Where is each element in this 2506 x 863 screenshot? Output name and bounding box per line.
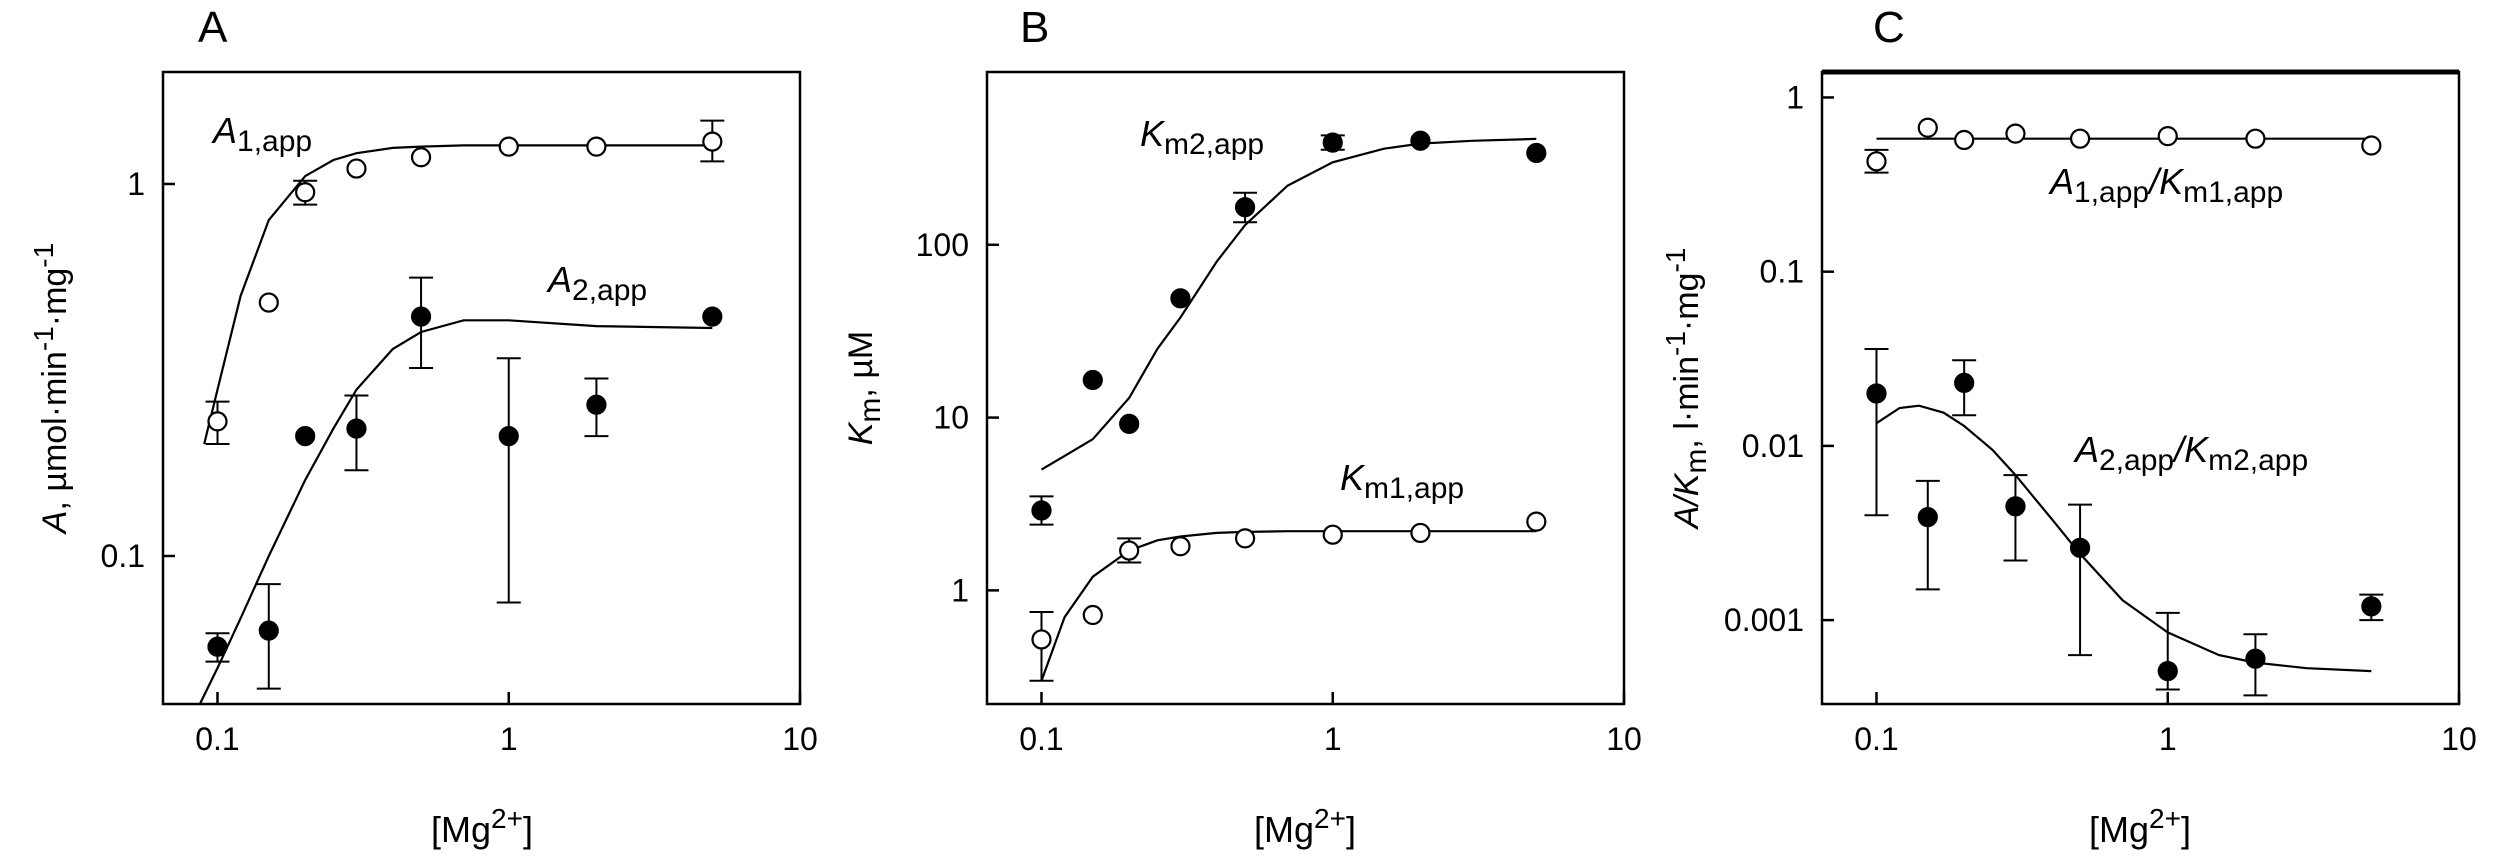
data-point bbox=[1866, 151, 1887, 172]
data-point bbox=[1234, 528, 1256, 549]
panel-a-marks: 0.1 1 10 0.1 1 bbox=[101, 119, 818, 757]
x-tick-label: 10 bbox=[782, 721, 818, 757]
y-tick-label: 10 bbox=[933, 400, 969, 436]
y-tick-label: 0.1 bbox=[101, 538, 145, 574]
data-point bbox=[1410, 130, 1431, 151]
series-label-km2: Km2,app bbox=[1140, 113, 1264, 161]
data-point bbox=[410, 147, 432, 168]
y-axis-label: Km, µM bbox=[842, 331, 887, 446]
y-tick-label: 0.001 bbox=[1724, 602, 1804, 638]
x-tick-label: 0.1 bbox=[1854, 721, 1898, 757]
x-tick-label: 1 bbox=[1324, 721, 1342, 757]
y-tick-label: 1 bbox=[127, 166, 145, 202]
y-axis-label: A/Km, l·min-1·mg-1 bbox=[1660, 248, 1713, 531]
x-tick-label: 1 bbox=[500, 721, 518, 757]
data-point bbox=[1917, 117, 1938, 138]
data-point bbox=[702, 306, 723, 327]
series-label-km1: Km1,app bbox=[1340, 457, 1464, 505]
data-point bbox=[346, 418, 367, 439]
series-label-ratio2: A2,app/Km2,app bbox=[2073, 429, 2308, 477]
fit-curve bbox=[1040, 137, 1537, 471]
y-tick-label: 100 bbox=[916, 227, 969, 263]
data-point bbox=[498, 136, 519, 157]
fit-curve bbox=[1875, 404, 2372, 673]
data-point bbox=[1119, 413, 1140, 434]
panel-label: B bbox=[1020, 3, 1049, 52]
y-tick-label: 0.1 bbox=[1760, 254, 1804, 290]
plot-frame bbox=[161, 70, 802, 706]
data-point bbox=[2005, 496, 2026, 517]
panel-c: C 0.1 1 10 0.001 0.01 0.1 1 A1,app/Km1,app A2,… bbox=[1660, 3, 2477, 850]
data-point bbox=[586, 136, 607, 157]
series-label-a1: A1,app bbox=[211, 110, 312, 158]
data-point bbox=[1234, 197, 1256, 218]
data-point bbox=[2157, 126, 2178, 147]
series-label-ratio1: A1,app/Km1,app bbox=[2048, 161, 2283, 209]
data-point bbox=[1954, 372, 1975, 393]
data-point bbox=[2069, 537, 2091, 558]
fit-curve bbox=[198, 319, 713, 705]
data-point bbox=[1119, 540, 1140, 561]
data-point bbox=[586, 394, 607, 415]
data-point bbox=[1322, 132, 1343, 153]
data-point bbox=[258, 292, 279, 313]
x-tick-label: 0.1 bbox=[195, 721, 239, 757]
x-tick-label: 10 bbox=[1606, 721, 1642, 757]
x-axis-label: [Mg2+] bbox=[431, 803, 533, 850]
y-tick-label: 1 bbox=[1786, 79, 1804, 115]
data-point bbox=[295, 182, 316, 203]
series-label-a2: A2,app bbox=[546, 259, 647, 307]
data-point bbox=[207, 411, 228, 432]
data-point bbox=[1082, 604, 1103, 626]
y-tick-label: 0.01 bbox=[1742, 428, 1804, 464]
data-point bbox=[1954, 129, 1975, 151]
x-tick-label: 1 bbox=[2159, 721, 2177, 757]
panel-a: A 0.1 1 10 0.1 1 A1,app A2,app [Mg2+] A, µmo… bbox=[28, 3, 818, 850]
fit-curve bbox=[1040, 530, 1537, 682]
data-point bbox=[1170, 536, 1191, 557]
panel-label: A bbox=[198, 3, 228, 52]
data-point bbox=[346, 158, 367, 179]
data-point bbox=[1170, 288, 1191, 309]
x-tick-label: 10 bbox=[2441, 721, 2477, 757]
data-point bbox=[2361, 135, 2382, 156]
data-point bbox=[1031, 629, 1052, 650]
data-point bbox=[2245, 128, 2266, 149]
data-point bbox=[410, 306, 432, 327]
data-point bbox=[1866, 383, 1887, 404]
data-point bbox=[2157, 660, 2178, 682]
panel-c-marks: 0.1 1 10 0.001 0.01 0.1 1 bbox=[1724, 79, 2477, 757]
x-axis-label: [Mg2+] bbox=[1254, 803, 1356, 850]
x-tick-label: 0.1 bbox=[1019, 721, 1063, 757]
panel-b: B 0.1 1 10 1 10 100 Km2,app Km1,app [Mg2+] Km… bbox=[842, 3, 1642, 850]
data-point bbox=[258, 620, 279, 641]
panel-label: C bbox=[1873, 3, 1905, 52]
plot-frame bbox=[985, 70, 1626, 706]
data-point bbox=[1031, 500, 1052, 521]
data-point bbox=[1322, 524, 1343, 545]
y-axis-label: A, µmol·min-1·mg-1 bbox=[28, 243, 74, 535]
data-point bbox=[2069, 128, 2091, 149]
data-point bbox=[2361, 596, 2382, 617]
data-point bbox=[1526, 511, 1547, 532]
data-point bbox=[1526, 142, 1547, 164]
x-axis-label: [Mg2+] bbox=[2089, 803, 2191, 850]
panel-b-marks: 0.1 1 10 1 10 100 bbox=[916, 130, 1642, 757]
y-tick-label: 1 bbox=[951, 572, 969, 608]
data-point bbox=[1410, 522, 1431, 544]
data-point bbox=[2005, 123, 2026, 144]
data-point bbox=[295, 426, 316, 447]
data-point bbox=[2245, 648, 2266, 669]
data-point bbox=[207, 636, 228, 657]
data-point bbox=[1917, 507, 1938, 528]
data-point bbox=[702, 131, 723, 152]
data-point bbox=[1082, 369, 1103, 391]
data-point bbox=[498, 426, 519, 447]
